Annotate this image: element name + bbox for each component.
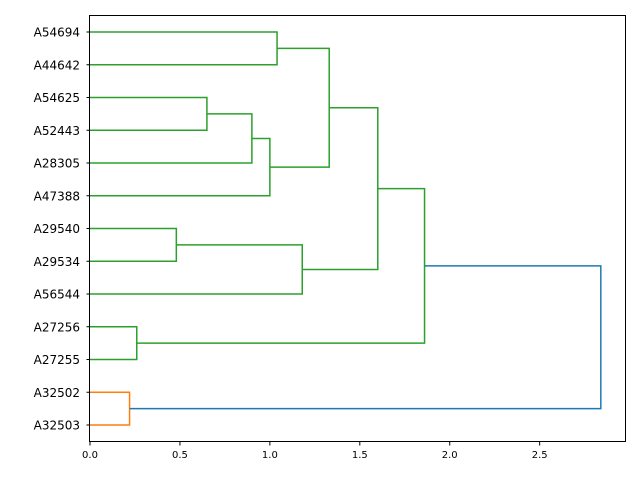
link-m11 <box>136 187 426 344</box>
link-m3 <box>90 391 131 426</box>
link-m2 <box>90 96 208 131</box>
leaf-label-A29534: A29534 <box>34 255 80 269</box>
leaf-label-A28305: A28305 <box>34 157 80 171</box>
leaf-label-A44642: A44642 <box>34 58 80 72</box>
x-tick-label-2: 1.0 <box>262 450 278 461</box>
link-m6 <box>90 137 271 197</box>
leaf-label-A32503: A32503 <box>34 419 80 433</box>
link-m10 <box>302 106 379 271</box>
leaf-label-A32502: A32502 <box>34 386 80 400</box>
leaf-label-A56544: A56544 <box>34 288 80 302</box>
links-layer <box>90 31 602 426</box>
x-tick-label-3: 1.5 <box>352 450 368 461</box>
link-m1 <box>90 227 178 262</box>
leaf-label-A54625: A54625 <box>34 91 80 105</box>
link-m9 <box>269 47 330 168</box>
leaf-label-A29540: A29540 <box>34 222 80 236</box>
link-m8 <box>90 244 303 295</box>
x-tick-label-1: 0.5 <box>172 450 188 461</box>
leaf-label-A52443: A52443 <box>34 124 80 138</box>
leaf-label-A47388: A47388 <box>34 189 80 203</box>
link-m5 <box>90 113 253 164</box>
leaf-label-A27256: A27256 <box>34 320 80 334</box>
link-m7 <box>90 31 278 66</box>
y-axis: A54694 A44642 A54625 A52443 A28305 A47388 A295… <box>34 26 90 433</box>
x-axis: 0.0 0.5 1.0 1.5 2.0 2.5 <box>82 442 548 461</box>
link-m12 <box>129 265 602 410</box>
leaf-label-A27255: A27255 <box>34 353 80 367</box>
x-tick-label-4: 2.0 <box>442 450 458 461</box>
x-tick-label-0: 0.0 <box>82 450 98 461</box>
link-m4 <box>90 326 138 361</box>
x-tick-label-5: 2.5 <box>532 450 548 461</box>
leaf-label-A54694: A54694 <box>34 26 80 40</box>
